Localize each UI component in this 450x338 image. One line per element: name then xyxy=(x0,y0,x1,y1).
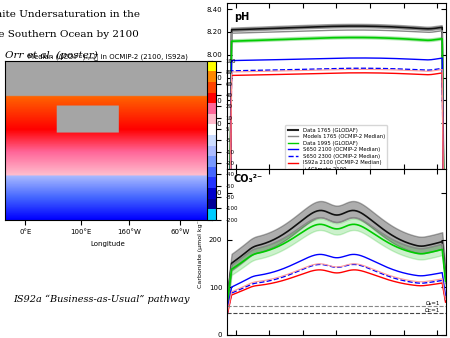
Title: Median (ΔCO₃²⁻)ₑₚₐ⁧ in OCMIP-2 (2100, IS92a): Median (ΔCO₃²⁻)ₑₚₐ⁧ in OCMIP-2 (2100, IS… xyxy=(28,52,188,60)
Text: Ωₐ=1: Ωₐ=1 xyxy=(426,301,441,306)
Text: pH: pH xyxy=(234,11,249,22)
Y-axis label: Carboniate (μmol kg⁻¹): Carboniate (μmol kg⁻¹) xyxy=(197,215,203,288)
Text: CO₃²⁻: CO₃²⁻ xyxy=(234,174,263,184)
Text: Orr et al. (poster): Orr et al. (poster) xyxy=(5,51,98,60)
Legend: Data 1765 (GLODAF), Models 1765 (OCMIP-2 Median), Data 1995 (GLODAF), S650 2100 : Data 1765 (GLODAF), Models 1765 (OCMIP-2… xyxy=(285,125,387,175)
Text: Aragonite Undersaturation in the: Aragonite Undersaturation in the xyxy=(0,10,140,19)
Text: IS92a “Business-as-Usual” pathway: IS92a “Business-as-Usual” pathway xyxy=(14,295,190,304)
Text: Ωᴄ=1: Ωᴄ=1 xyxy=(425,308,441,313)
X-axis label: Longitude: Longitude xyxy=(90,241,126,247)
Text: Surface Southern Ocean by 2100: Surface Southern Ocean by 2100 xyxy=(0,30,139,40)
